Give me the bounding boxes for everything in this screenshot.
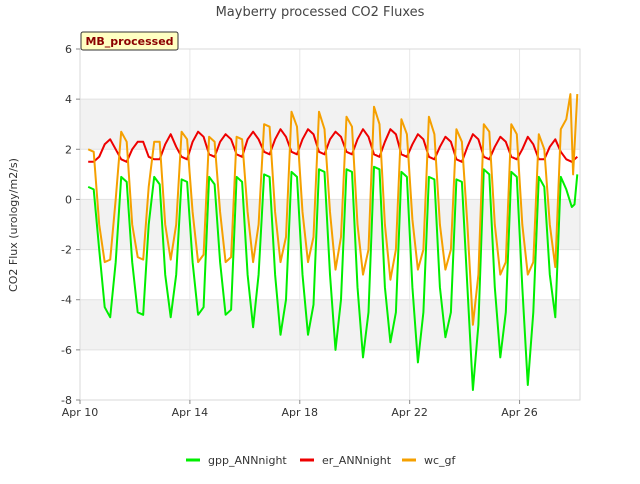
- chart-title: Mayberry processed CO2 Fluxes: [216, 5, 425, 20]
- y-axis-label: CO2 Flux (urology/m2/s): [7, 158, 20, 292]
- x-tick-label: Apr 14: [172, 406, 209, 419]
- badge-box: [80, 31, 179, 51]
- x-tick-label: Apr 22: [391, 406, 428, 419]
- y-tick-label: -4: [61, 294, 72, 307]
- y-tick-label: -8: [61, 394, 72, 407]
- x-tick-label: Apr 10: [62, 406, 99, 419]
- x-tick-label: Apr 26: [501, 406, 538, 419]
- x-tick-label: Apr 18: [282, 406, 319, 419]
- plot-border: [79, 48, 581, 401]
- legend-label: wc_gf: [424, 454, 457, 467]
- series-line-er-annnight: [88, 128, 578, 163]
- y-tick-label: 4: [65, 93, 72, 106]
- legend-label: gpp_ANNnight: [208, 454, 287, 467]
- badge: MB_processed: [80, 31, 179, 51]
- legend-label: er_ANNnight: [322, 454, 392, 467]
- y-tick-label: 2: [65, 143, 72, 156]
- y-tick-label: -6: [61, 344, 72, 357]
- y-tick-label: -2: [61, 244, 72, 257]
- badge-label: MB_processed: [85, 35, 173, 48]
- series-line-wc-gf: [87, 93, 579, 326]
- y-tick-label: 0: [65, 193, 72, 206]
- series-line-gpp-annnight: [87, 165, 579, 391]
- y-tick-label: 6: [65, 43, 72, 56]
- series-lines: [87, 93, 579, 391]
- x-axis: Apr 10 Apr 14 Apr 18 Apr 22 Apr 26: [62, 400, 538, 419]
- legend: gpp_ANNnight er_ANNnight wc_gf: [186, 454, 457, 467]
- y-axis: -8 -6 -4 -2 0 2 4 6: [61, 43, 80, 407]
